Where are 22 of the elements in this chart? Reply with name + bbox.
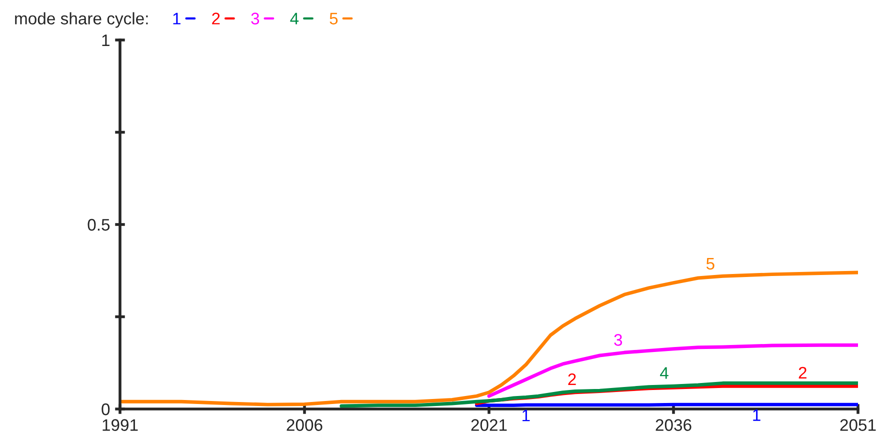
- legend-title: mode share cycle:: [15, 12, 148, 28]
- text: 5: [706, 258, 714, 270]
- text: 2: [798, 366, 806, 378]
- line-series: [120, 270, 858, 406]
- legend-label: 2: [212, 12, 220, 24]
- text: 2: [568, 373, 576, 386]
- x-tick-label: 2021: [471, 419, 507, 431]
- text: 4: [660, 367, 668, 379]
- y-tick-label: 1: [102, 34, 110, 46]
- text: 1: [753, 409, 760, 421]
- legend-label: 4: [290, 12, 299, 24]
- legend-label: 1: [173, 12, 180, 24]
- x-tick-label: 2051: [840, 419, 876, 431]
- text: 3: [614, 334, 622, 346]
- x-tick-label: 1991: [102, 419, 138, 431]
- x-tick-label: 2006: [286, 419, 322, 431]
- x-tick-label: 2036: [656, 419, 692, 431]
- legend-label: 5: [330, 12, 338, 24]
- legend-label: 3: [251, 12, 260, 24]
- y-tick-label: 0: [102, 403, 110, 416]
- text: 1: [522, 410, 530, 422]
- y-tick-label: 0.5: [88, 218, 110, 231]
